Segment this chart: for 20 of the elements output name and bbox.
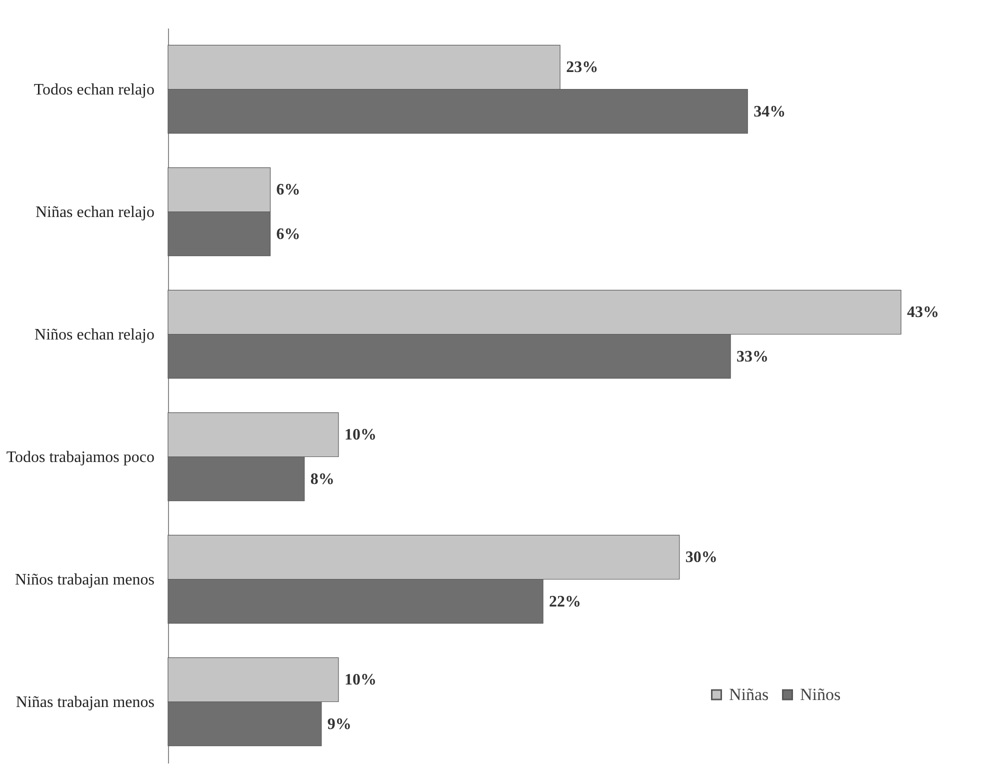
data-label: 9%: [327, 716, 352, 733]
data-label: 6%: [276, 226, 300, 243]
data-label: 34%: [754, 103, 786, 120]
legend-label: Niños: [800, 684, 841, 704]
y-tick-label: Todos trabajamos poco: [6, 448, 154, 466]
data-label: 6%: [276, 182, 300, 199]
data-label: 8%: [310, 470, 334, 488]
data-label: 43%: [907, 304, 939, 322]
y-tick-label: Niños echan relajo: [34, 326, 154, 344]
data-label: 30%: [685, 549, 718, 566]
data-label: 10%: [344, 672, 376, 689]
y-tick-label: Niños trabajan menos: [14, 571, 154, 588]
y-tick-label: Niñas echan relajo: [35, 204, 154, 221]
data-label: 23%: [566, 59, 598, 76]
data-label: 22%: [549, 593, 582, 610]
data-label: 10%: [344, 426, 376, 444]
y-tick-label: Niñas trabajan menos: [16, 694, 154, 711]
data-label: 33%: [736, 348, 769, 366]
legend-label: Niñas: [729, 684, 769, 704]
y-tick-label: Todos echan relajo: [34, 81, 154, 98]
